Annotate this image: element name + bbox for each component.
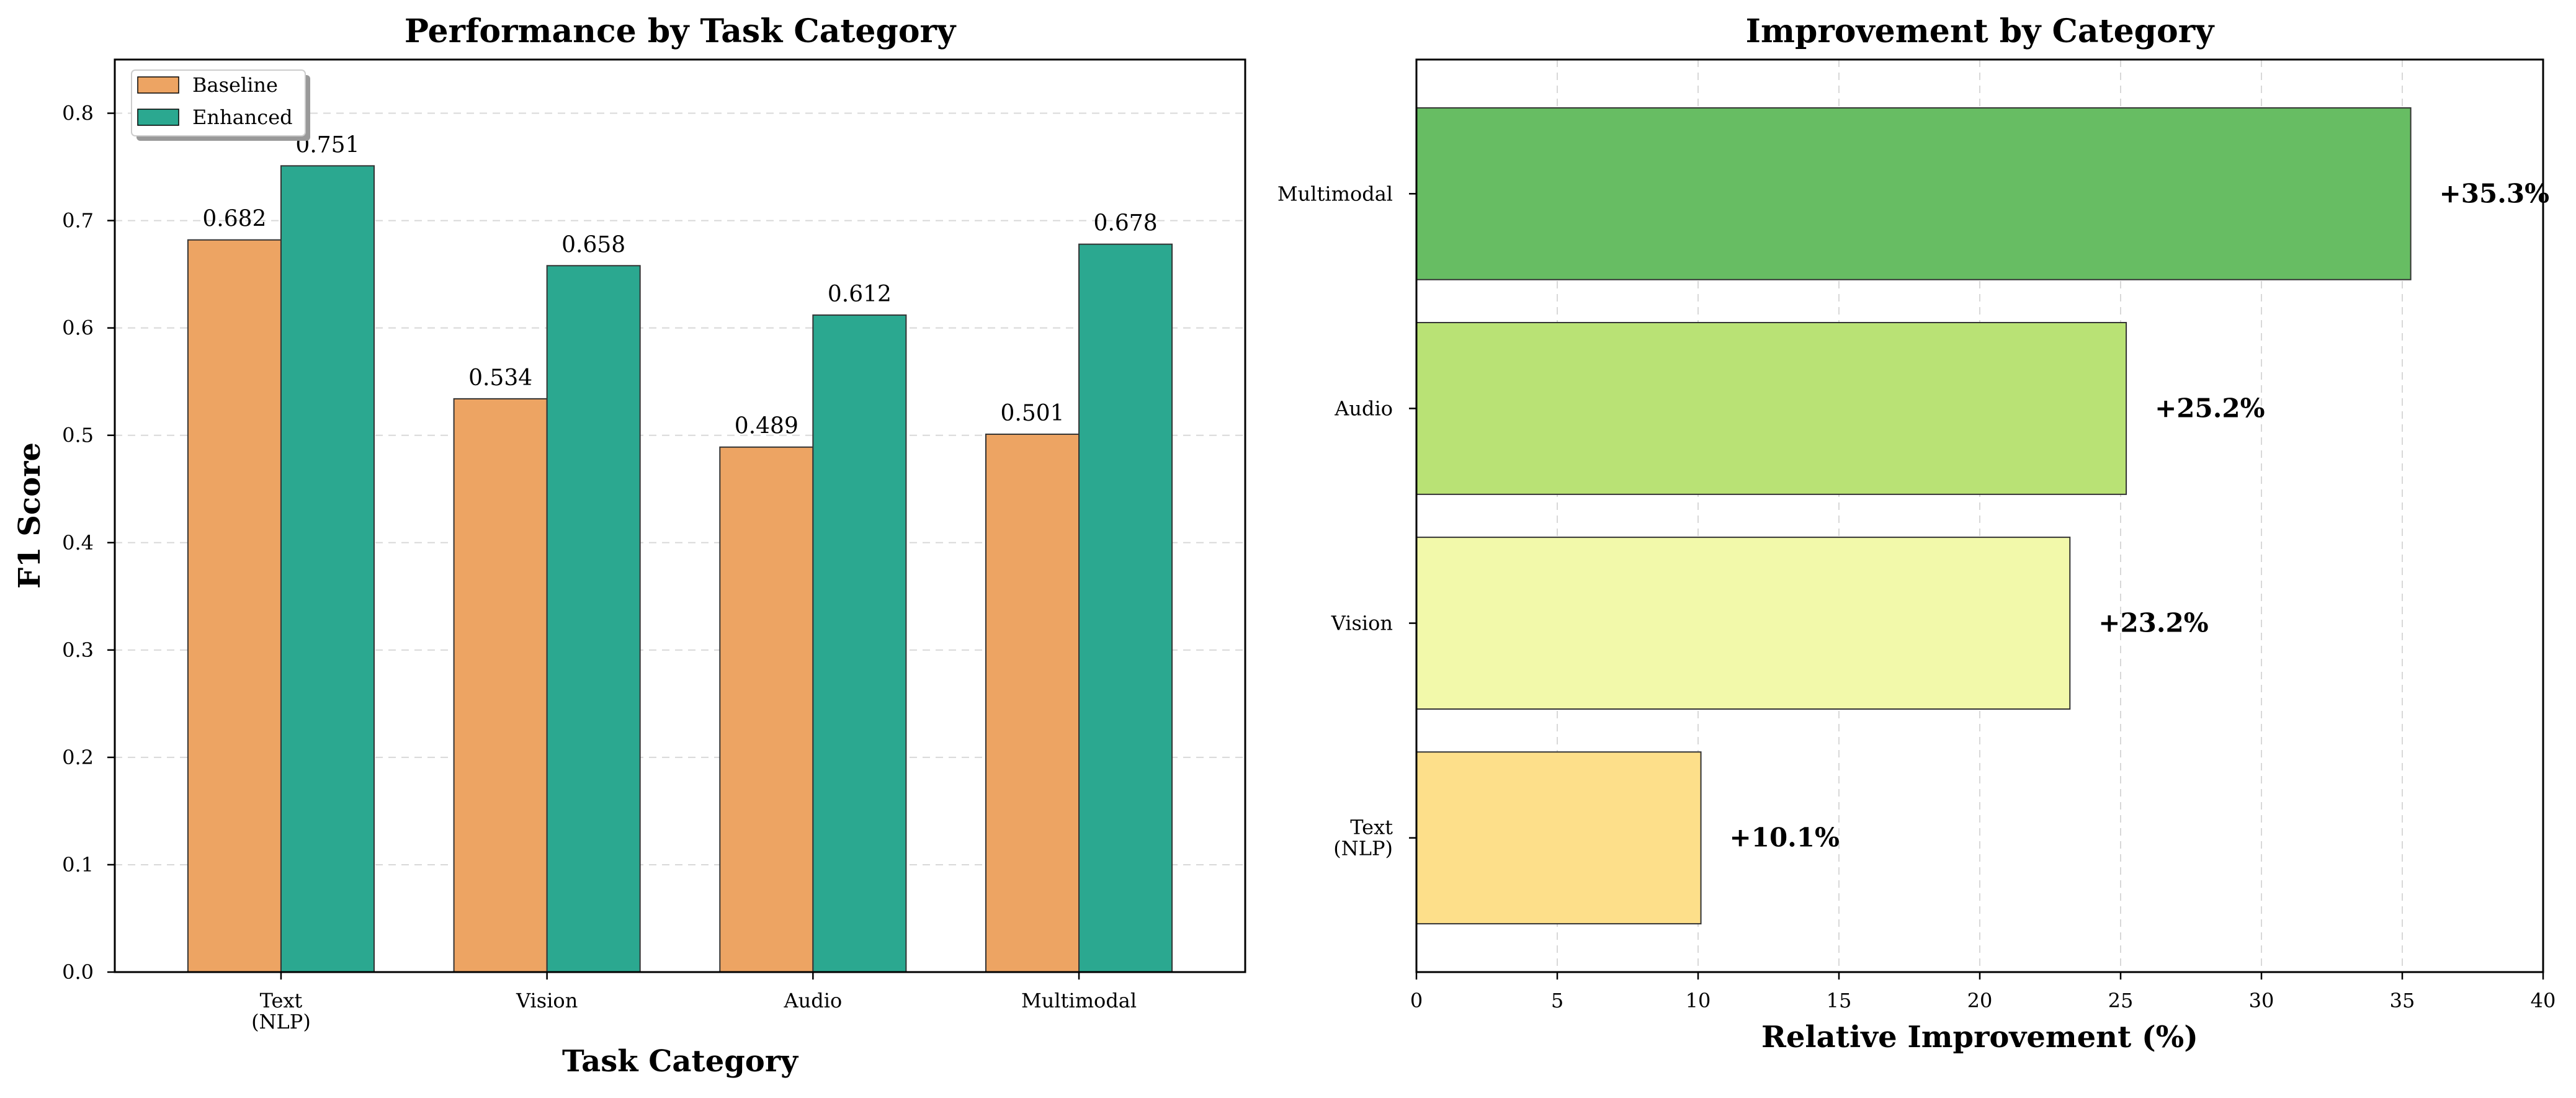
right-x-tick-label: 35 bbox=[2390, 989, 2415, 1012]
left-y-tick-label: 0.8 bbox=[62, 102, 94, 125]
bar-baseline bbox=[453, 398, 548, 973]
improvement-bar bbox=[1416, 321, 2127, 495]
legend-label-enhanced: Enhanced bbox=[192, 105, 293, 129]
right-value-labels: +10.1% +23.2% +25.2% +35.3% bbox=[1730, 178, 2549, 852]
left-y-tick-label: 0.6 bbox=[62, 316, 94, 340]
improvement-value-label: +35.3% bbox=[2440, 178, 2549, 208]
left-x-tick-label: Vision bbox=[516, 989, 578, 1012]
improvement-chart: +10.1% +23.2% +25.2% +35.3% Text (NLP) Vision… bbox=[1277, 12, 2556, 1055]
improvement-bar bbox=[1416, 107, 2412, 280]
f1-score-chart: 0.6820.7510.5340.6580.4890.6120.5010.678… bbox=[12, 12, 1246, 1079]
bar-enhanced bbox=[280, 165, 375, 973]
right-y-tick-label: Multimodal bbox=[1277, 182, 1393, 205]
left-x-tick-label: Text (NLP) bbox=[251, 989, 311, 1033]
right-x-ticks: 0 5 10 15 20 25 30 35 40 bbox=[1410, 972, 2556, 1012]
data-label: 0.682 bbox=[202, 207, 266, 232]
improvement-value-label: +10.1% bbox=[1730, 823, 1840, 853]
left-y-tick-label: 0.0 bbox=[62, 960, 94, 984]
bar-baseline bbox=[719, 446, 814, 973]
bar-enhanced bbox=[546, 265, 641, 973]
right-x-tick-label: 25 bbox=[2108, 989, 2134, 1012]
legend-swatch-enhanced bbox=[137, 109, 179, 126]
left-y-tick-label: 0.5 bbox=[62, 424, 94, 447]
left-y-axis-label: F1 Score bbox=[12, 442, 47, 589]
right-y-tick-label: Text (NLP) bbox=[1333, 816, 1393, 860]
legend-swatch-baseline bbox=[137, 76, 179, 94]
left-x-tick-label: Audio bbox=[784, 989, 843, 1012]
left-y-ticks: 0.0 0.1 0.2 0.3 0.4 0.5 0.6 0.7 0.8 bbox=[62, 102, 115, 984]
left-plot-frame bbox=[114, 58, 1246, 973]
legend: Baseline Enhanced bbox=[131, 69, 310, 141]
right-x-tick-label: 30 bbox=[2249, 989, 2274, 1012]
left-y-tick-label: 0.7 bbox=[62, 209, 94, 233]
legend-label-baseline: Baseline bbox=[192, 73, 278, 97]
data-label: 0.678 bbox=[1094, 211, 1158, 236]
right-x-tick-label: 0 bbox=[1410, 989, 1423, 1012]
left-chart-title: Performance by Task Category bbox=[405, 12, 957, 50]
improvement-bar bbox=[1416, 751, 1702, 925]
improvement-value-label: +23.2% bbox=[2098, 608, 2208, 638]
data-label: 0.612 bbox=[828, 282, 892, 307]
bar-enhanced bbox=[1078, 243, 1173, 973]
right-x-tick-label: 15 bbox=[1827, 989, 1852, 1012]
right-x-tick-label: 40 bbox=[2531, 989, 2556, 1012]
right-x-tick-label: 5 bbox=[1551, 989, 1563, 1012]
right-x-axis-label: Relative Improvement (%) bbox=[1761, 1020, 2198, 1055]
right-chart-title: Improvement by Category bbox=[1746, 12, 2215, 50]
right-y-tick-label: Audio bbox=[1334, 396, 1393, 420]
right-bars bbox=[1416, 107, 2412, 925]
bar-enhanced bbox=[812, 314, 907, 973]
left-y-tick-label: 0.4 bbox=[62, 531, 94, 555]
bar-baseline bbox=[187, 239, 282, 973]
left-y-tick-label: 0.3 bbox=[62, 638, 94, 662]
right-y-tick-label: Vision bbox=[1331, 612, 1393, 635]
improvement-value-label: +25.2% bbox=[2155, 393, 2265, 423]
right-x-tick-label: 20 bbox=[1967, 989, 1993, 1012]
data-label: 0.489 bbox=[735, 414, 798, 439]
data-label: 0.534 bbox=[468, 365, 532, 391]
left-x-ticks: Text (NLP) Vision Audio Multimodal bbox=[251, 972, 1137, 1033]
right-x-tick-label: 10 bbox=[1686, 989, 1711, 1012]
data-label: 0.658 bbox=[561, 232, 625, 257]
right-y-ticks: Text (NLP) Vision Audio Multimodal bbox=[1277, 182, 1416, 860]
left-y-tick-label: 0.1 bbox=[62, 853, 94, 877]
bar-baseline bbox=[985, 433, 1080, 973]
left-y-tick-label: 0.2 bbox=[62, 746, 94, 769]
data-label: 0.501 bbox=[1001, 401, 1065, 426]
left-x-axis-label: Task Category bbox=[562, 1044, 799, 1079]
left-bars bbox=[187, 165, 1173, 973]
improvement-bar bbox=[1416, 537, 2071, 710]
left-x-tick-label: Multimodal bbox=[1021, 989, 1137, 1012]
